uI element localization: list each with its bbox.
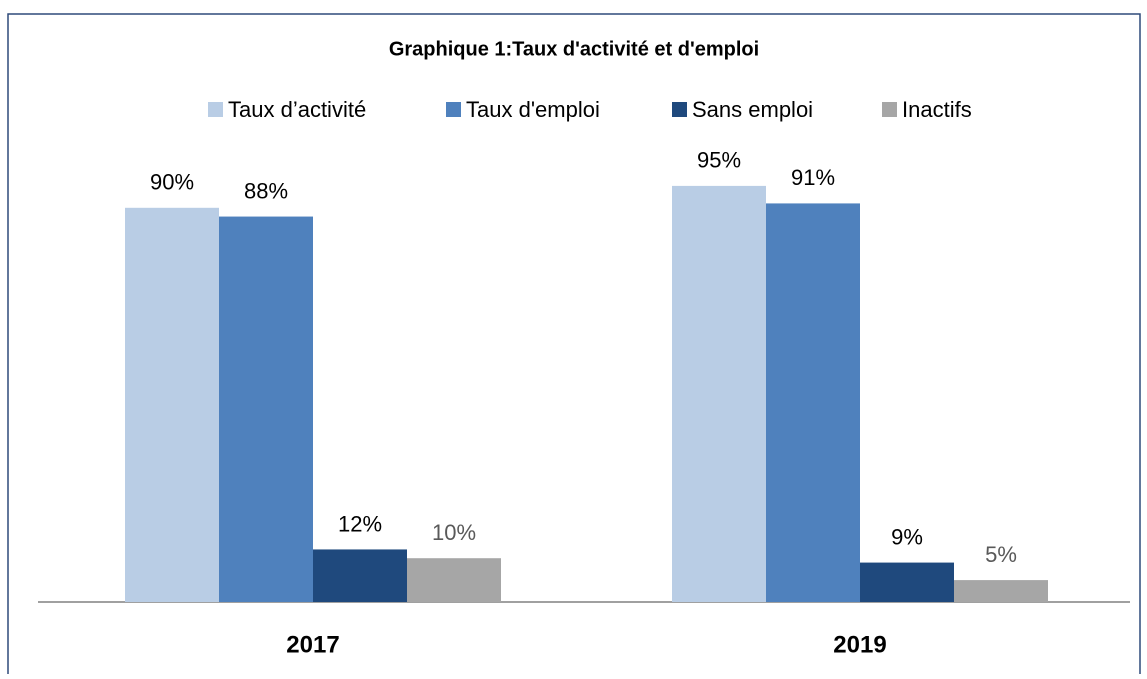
bar bbox=[860, 562, 954, 602]
data-label: 12% bbox=[338, 511, 382, 536]
data-label: 88% bbox=[244, 178, 288, 203]
data-label: 9% bbox=[891, 524, 923, 549]
legend-swatch bbox=[672, 102, 687, 117]
bar bbox=[954, 580, 1048, 602]
x-tick-label: 2017 bbox=[286, 631, 339, 658]
legend-swatch bbox=[208, 102, 223, 117]
data-label: 95% bbox=[697, 148, 741, 173]
bar bbox=[313, 549, 407, 602]
data-label: 90% bbox=[150, 170, 194, 195]
data-label: 5% bbox=[985, 542, 1017, 567]
legend-swatch bbox=[882, 102, 897, 117]
x-tick-label: 2019 bbox=[833, 631, 886, 658]
legend-swatch bbox=[446, 102, 461, 117]
data-label: 10% bbox=[432, 520, 476, 545]
data-label: 91% bbox=[791, 165, 835, 190]
bar bbox=[407, 558, 501, 602]
legend-label: Taux d'emploi bbox=[466, 97, 600, 122]
bar bbox=[766, 203, 860, 603]
bar bbox=[125, 207, 219, 603]
bar bbox=[219, 216, 313, 602]
bar bbox=[672, 185, 766, 602]
legend-label: Inactifs bbox=[902, 97, 972, 122]
legend-label: Sans emploi bbox=[692, 97, 813, 122]
chart-frame bbox=[7, 13, 1141, 679]
legend-label: Taux d’activité bbox=[228, 97, 366, 122]
chart-title: Graphique 1:Taux d'activité et d'emploi bbox=[389, 38, 759, 60]
